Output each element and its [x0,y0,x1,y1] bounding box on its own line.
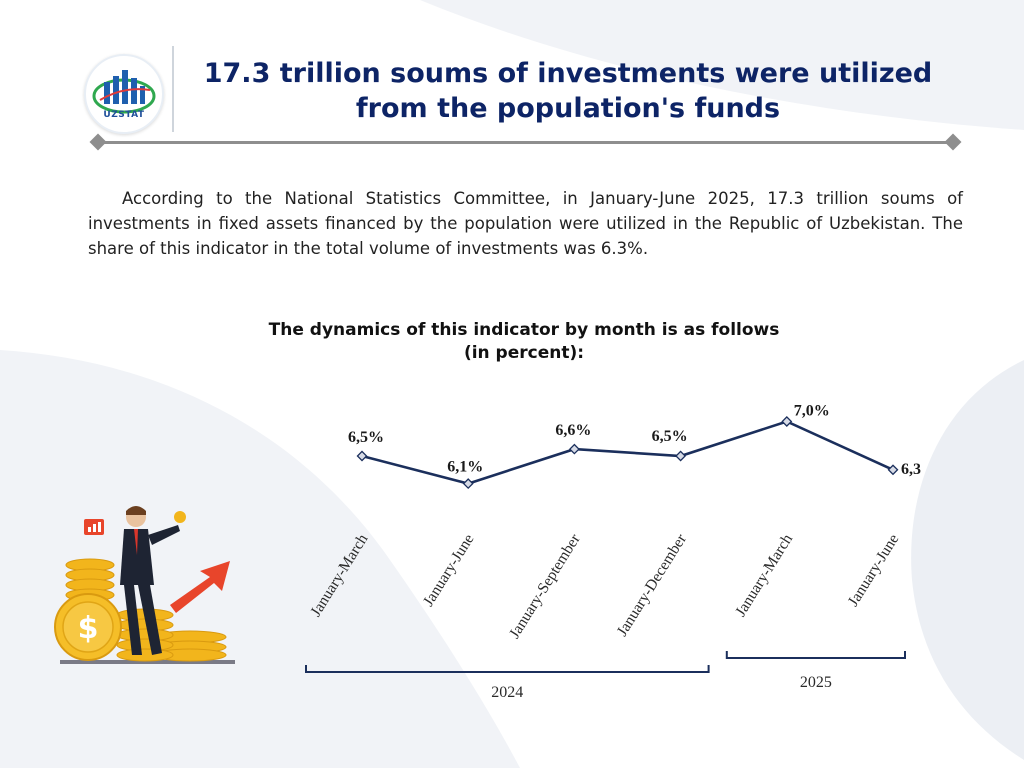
title-line-1: 17.3 trillion soums of investments were … [203,58,933,89]
data-label: 6,6% [555,422,591,439]
data-labels: 6,5% 6,1% 6,6% 6,5% 7,0% 6,3 [348,403,921,478]
x-tick-label: January-September [506,530,584,641]
year-groups: 2024 2025 [305,651,906,701]
series-line [361,420,894,485]
data-label: 6,3 [901,461,921,478]
x-tick-label: January-December [614,530,691,639]
header-divider [172,46,174,132]
data-points [356,416,899,490]
title-rule [98,141,954,144]
chart-title: The dynamics of this indicator by month … [224,319,824,365]
data-point [675,450,687,462]
logo-graphic [92,70,156,114]
logo-text: UZSTAT [103,110,145,120]
chart-title-line-1: The dynamics of this indicator by month … [268,320,780,340]
data-label: 6,1% [447,459,483,476]
data-label: 6,5% [348,429,384,446]
x-tick-label: January-June [420,531,478,609]
svg-text:$: $ [78,611,99,646]
year-label: 2025 [800,674,832,691]
data-point [781,416,793,427]
title-line-2: from the population's funds [355,93,781,124]
businessman-coins-illustration: $ [54,506,235,664]
uzstat-logo: UZSTAT [84,54,164,134]
data-label: 6,5% [652,428,688,445]
data-point [462,478,474,490]
year-bracket [725,651,906,659]
page-title: 17.3 trillion soums of investments were … [178,56,958,126]
intro-paragraph: According to the National Statistics Com… [88,189,963,258]
data-point [568,443,580,455]
year-bracket [305,665,710,673]
x-tick-label: January-June [845,531,903,609]
x-tick-labels: January-March January-June January-Septemb… [307,530,902,641]
data-point [356,450,368,462]
x-tick-label: January-March [307,531,371,620]
chart-title-line-2: (in percent): [463,343,585,363]
x-tick-label: January-March [732,531,796,620]
year-label: 2024 [491,684,523,701]
data-point [887,464,899,476]
data-label: 7,0% [794,403,830,420]
